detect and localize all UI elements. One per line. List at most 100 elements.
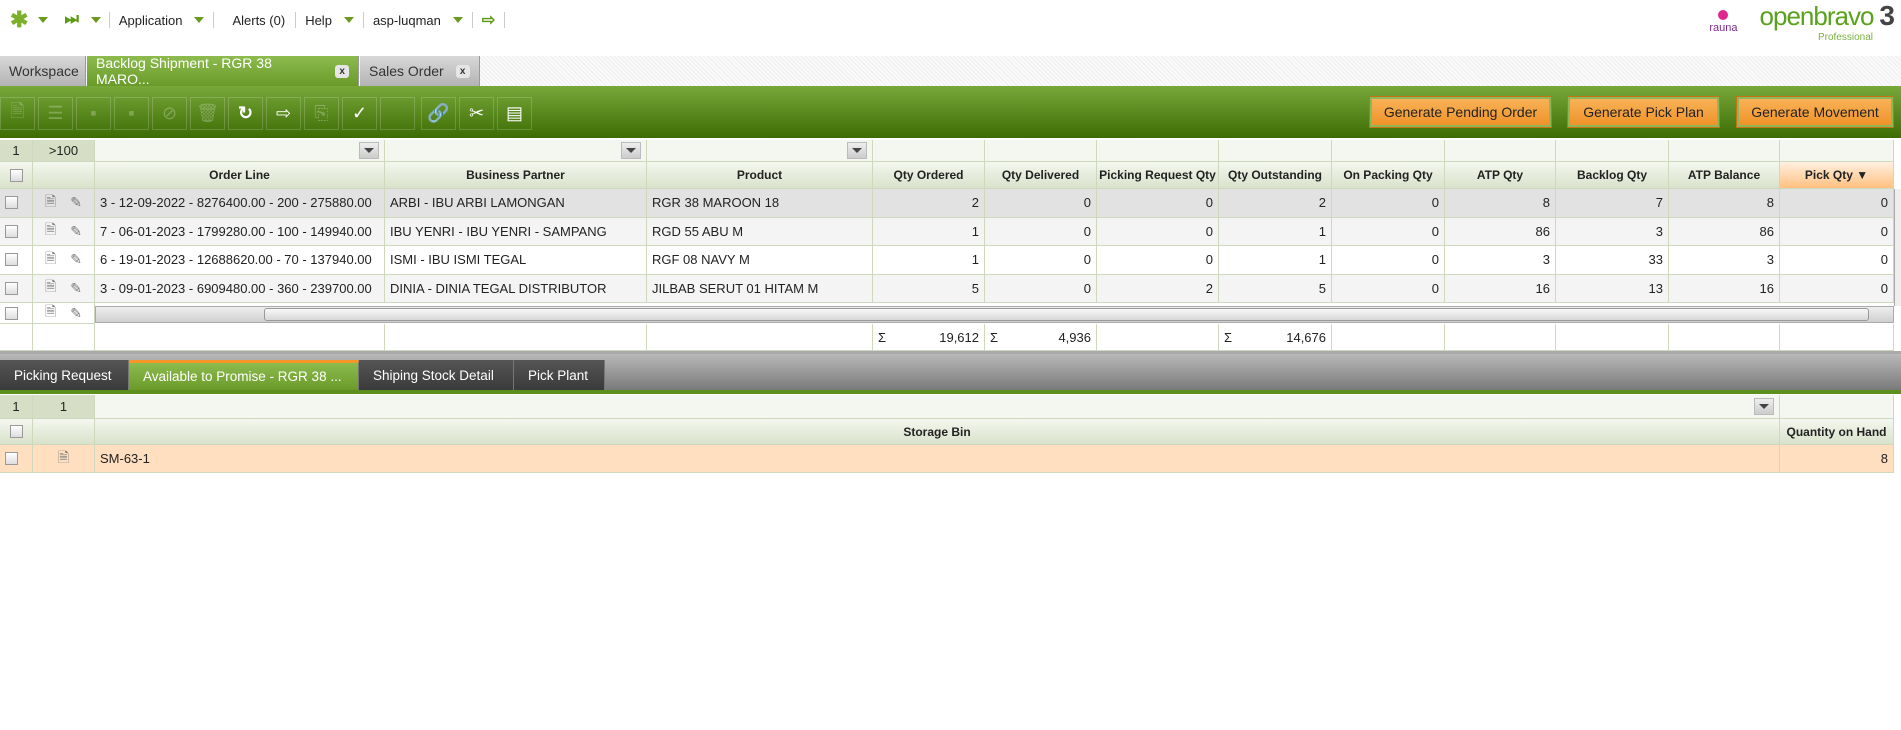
summary-cell [0,324,33,351]
close-icon[interactable]: x [455,64,470,78]
row-select[interactable] [0,445,33,473]
column-header[interactable]: Qty Outstanding [1219,162,1332,189]
horizontal-scrollbar[interactable] [95,306,1894,323]
attachment-icon[interactable]: ⎘ [304,97,339,130]
select-all[interactable] [0,419,33,445]
clear-filter-icon[interactable]: ✓ [342,97,377,130]
column-header[interactable]: Business Partner [385,162,647,189]
column-header[interactable]: Order Line [95,162,385,189]
column-header[interactable]: Pick Qty ▼ [1780,162,1894,189]
filter-11[interactable] [1556,140,1669,162]
table-row: 🗎 ✎ 3 - 12-09-2022 - 8276400.00 - 200 - 27… [0,189,1894,218]
new-row-icon[interactable]: ☰ [38,97,73,130]
document-icon[interactable]: 🗎 [45,221,57,238]
tab-sales-order[interactable]: Sales Order x [360,56,480,86]
chevron-down-icon[interactable] [38,17,49,23]
filter-9[interactable] [1332,140,1445,162]
filter-quantity[interactable] [1780,395,1894,419]
filter-7[interactable] [1097,140,1219,162]
checkbox[interactable] [5,253,18,267]
customize-icon[interactable]: ✂ [459,97,494,130]
user-menu[interactable]: asp-luqman [364,12,473,28]
export-icon[interactable]: ⇨ [266,97,301,130]
new-document-icon[interactable]: 🗎 [0,97,35,130]
link-icon[interactable]: 🔗 [421,97,456,130]
row-select[interactable] [0,217,33,246]
generate-pending-order-button[interactable]: Generate Pending Order [1369,96,1552,128]
checkbox[interactable] [5,281,18,295]
column-header[interactable]: ATP Qty [1445,162,1556,189]
tab-available-to-promise[interactable]: Available to Promise - RGR 38 ... [129,360,359,390]
tab-workspace[interactable]: Workspace [0,56,86,86]
row-select[interactable] [0,303,33,324]
filter-13[interactable] [1780,140,1894,162]
generate-pick-plan-button[interactable]: Generate Pick Plan [1567,96,1720,128]
chevron-down-icon [194,17,205,23]
column-header[interactable]: Storage Bin [95,419,1780,445]
dropdown-arrow-icon[interactable] [1754,398,1774,415]
help-menu[interactable]: Help [296,12,364,28]
checkbox[interactable] [5,452,18,465]
edit-pencil-icon[interactable]: ✎ [70,279,82,296]
checkbox[interactable] [5,224,18,238]
filter-10[interactable] [1445,140,1556,162]
quick-launch-icon[interactable]: ⏭ [64,11,79,28]
layout-icon[interactable]: ▤ [497,97,532,130]
dropdown-arrow-icon[interactable] [621,142,641,159]
column-header[interactable]: On Packing Qty [1332,162,1445,189]
filter-6[interactable] [985,140,1097,162]
filter-storage-bin[interactable] [95,395,1780,419]
generate-movement-button[interactable]: Generate Movement [1736,96,1894,128]
filter-3[interactable] [385,140,647,162]
edit-pencil-icon[interactable]: ✎ [70,304,82,321]
edit-pencil-icon[interactable]: ✎ [70,251,82,268]
column-header[interactable]: Backlog Qty [1556,162,1669,189]
filter-8[interactable] [1219,140,1332,162]
dropdown-arrow-icon[interactable] [359,142,379,159]
filter-4[interactable] [647,140,873,162]
save-icon[interactable]: ▪ [76,97,111,130]
tab-shiping-stock-detail[interactable]: Shiping Stock Detail [359,360,514,390]
document-icon[interactable]: 🗎 [57,448,70,465]
document-icon[interactable]: 🗎 [45,192,57,209]
delete-icon[interactable]: 🗑 [190,97,225,130]
refresh-icon[interactable]: ↻ [228,97,263,130]
edit-pencil-icon[interactable]: ✎ [70,222,82,239]
dropdown-arrow-icon[interactable] [847,142,867,159]
checkbox[interactable] [5,306,18,320]
cancel-icon[interactable]: ⊘ [152,97,187,130]
select-all[interactable] [0,162,33,189]
document-icon[interactable]: 🗎 [45,303,57,319]
filter-2[interactable] [95,140,385,162]
checkbox[interactable] [5,196,18,210]
vertical-scrollbar[interactable] [1894,189,1901,306]
save-close-icon[interactable]: ▪ [114,97,149,130]
column-header[interactable]: Picking Request Qty [1097,162,1219,189]
scrollbar-thumb[interactable] [264,308,1869,321]
filter-12[interactable] [1669,140,1780,162]
column-header[interactable]: Product [647,162,873,189]
column-header[interactable]: Quantity on Hand [1780,419,1894,445]
tab-pick-plant[interactable]: Pick Plant [514,360,605,390]
filter-5[interactable] [873,140,985,162]
alerts-link[interactable]: Alerts (0) [214,12,297,28]
row-select[interactable] [0,274,33,303]
document-icon[interactable]: 🗎 [45,278,57,295]
document-icon[interactable]: 🗎 [45,249,57,266]
row-select[interactable] [0,189,33,218]
tab-picking-request[interactable]: Picking Request [0,360,129,390]
application-menu[interactable]: Application [110,12,215,28]
column-header[interactable]: ATP Balance [1669,162,1780,189]
row-select[interactable] [0,246,33,275]
checkbox[interactable] [9,168,23,182]
tab-backlog-shipment[interactable]: Backlog Shipment - RGR 38 MARO... x [87,55,359,87]
quick-create-icon[interactable]: ✱ [10,7,29,32]
column-header[interactable]: Qty Ordered [873,162,985,189]
chevron-down-icon[interactable] [90,17,101,23]
blank-button[interactable] [380,97,415,130]
edit-pencil-icon[interactable]: ✎ [70,194,82,211]
checkbox[interactable] [9,425,23,438]
close-icon[interactable]: x [335,64,349,78]
column-header[interactable]: Qty Delivered [985,162,1097,189]
logout-icon[interactable]: ⇨ [481,12,496,29]
